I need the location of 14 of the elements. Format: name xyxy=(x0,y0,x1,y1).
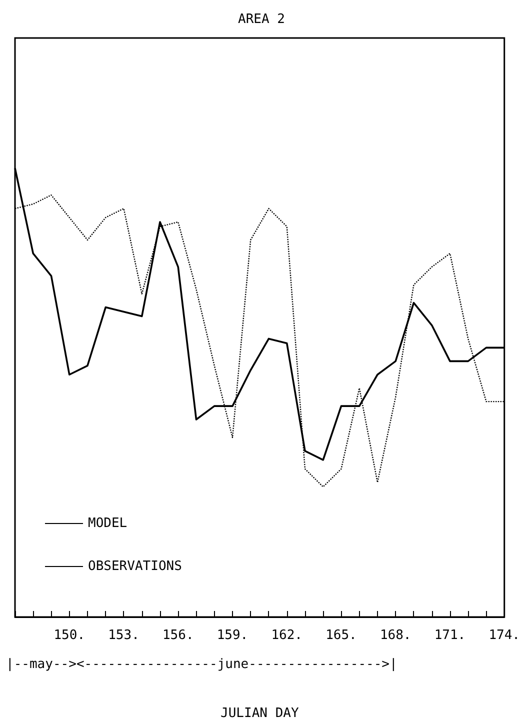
x-tick-label: 150. xyxy=(54,628,86,643)
text: |--may--><-----------------june----------------->| xyxy=(6,657,398,672)
chart-title: AREA 2 xyxy=(238,12,285,27)
x-axis-title: JULIAN DAY xyxy=(220,706,299,721)
legend-label: MODEL xyxy=(88,516,128,531)
x-tick-label: 153. xyxy=(108,628,140,643)
x-tick-label: 174. xyxy=(488,628,520,643)
x-tick-label: 165. xyxy=(326,628,357,643)
x-tick-label: 171. xyxy=(434,628,466,643)
x-tick-label: 162. xyxy=(271,628,303,643)
legend-label: OBSERVATIONS xyxy=(88,559,182,574)
x-tick-label: 159. xyxy=(216,628,248,643)
x-tick-label: 156. xyxy=(162,628,194,643)
x-tick-label: 168. xyxy=(380,628,412,643)
